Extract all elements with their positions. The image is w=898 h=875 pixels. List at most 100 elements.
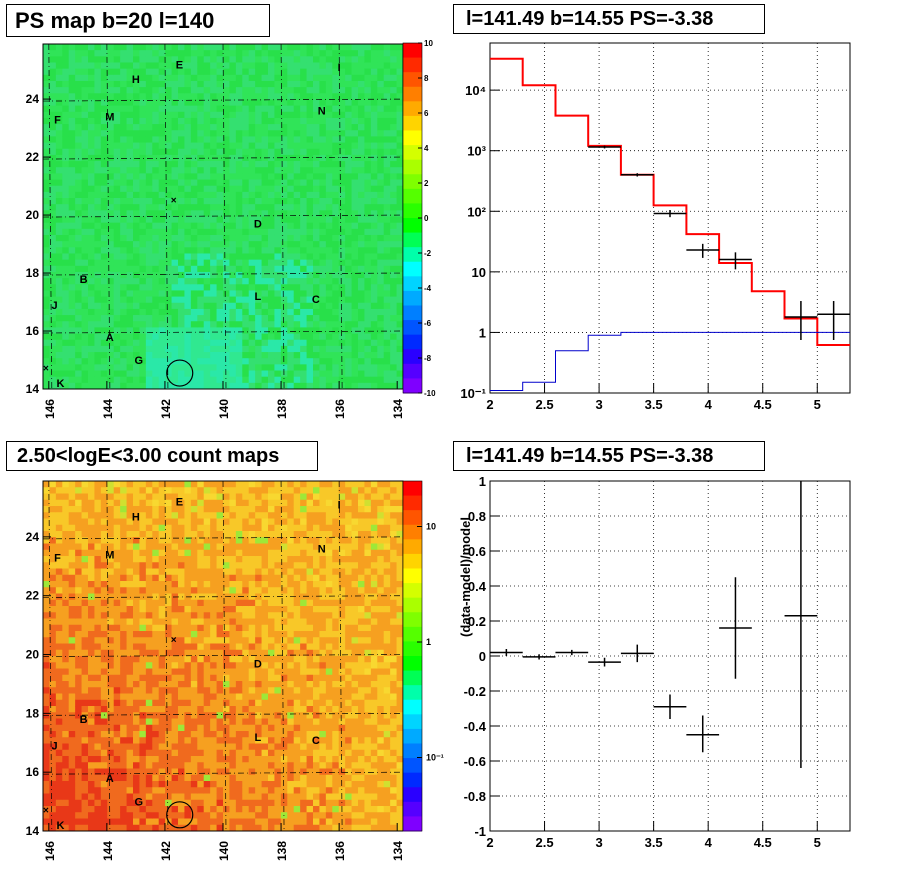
colorbar-segment	[403, 758, 422, 774]
source-label-D: D	[254, 219, 262, 231]
colorbar-segment	[403, 612, 422, 628]
count-map-ytick-label: 24	[26, 530, 40, 544]
count-map-grid-l	[48, 480, 53, 832]
source-label-L: L	[254, 732, 261, 744]
source-label-E: E	[176, 497, 183, 509]
colorbar-segment	[403, 772, 422, 788]
source-label-N: N	[318, 544, 326, 556]
source-label-N: N	[318, 106, 326, 118]
spectrum-xtick-label: 4	[705, 397, 713, 412]
count-map-xtick-label: 134	[391, 841, 405, 861]
spectrum-ytick-label: 10³	[467, 144, 486, 159]
colorbar-segment	[403, 626, 422, 642]
colorbar-segment	[403, 553, 422, 569]
center-cross-marker: ×	[171, 635, 177, 646]
ps-map-title: PS map b=20 l=140	[6, 4, 270, 37]
ps-map-grid-l	[48, 43, 53, 390]
colorbar-tick-label: 0	[424, 214, 429, 223]
colorbar-segment	[403, 583, 422, 599]
ps-map-ytick-label: 22	[26, 150, 40, 164]
residual-xtick-label: 4	[705, 835, 713, 850]
residual-ytick-label: 0	[479, 649, 486, 664]
colorbar-segment	[403, 86, 422, 102]
colorbar-tick-label: -8	[424, 354, 432, 363]
colorbar-segment	[403, 174, 422, 190]
residual-panel: 2 2.5 3 3.5 4 4.5 5 -1 -0.8 -0.6 -0.4 -0.2 0 0.2 0.4 0.…	[458, 474, 851, 850]
colorbar-segment	[403, 597, 422, 613]
residual-xtick-label: 3.5	[645, 835, 663, 850]
spectrum-ytick-label: 10²	[467, 204, 486, 219]
colorbar-tick-label: 2	[424, 179, 429, 188]
ps-map-xtick-label: 146	[43, 399, 57, 419]
source-label-I: I	[338, 500, 341, 512]
colorbar-tick-label: -4	[424, 284, 432, 293]
residual-xtick-label: 2.5	[536, 835, 554, 850]
ps-map-xtick-label: 138	[275, 399, 289, 419]
colorbar-segment	[403, 568, 422, 584]
source-label-E: E	[176, 59, 183, 71]
colorbar-segment	[403, 290, 422, 306]
residual-xtick-label: 3	[595, 835, 602, 850]
residual-ytick-label: -0.4	[464, 719, 487, 734]
background-histogram	[490, 331, 850, 391]
count-map-xtick-label: 146	[43, 841, 57, 861]
source-label-K: K	[56, 820, 64, 832]
residual-ytick-label: 0.2	[468, 614, 486, 629]
count-map-ytick-label: 18	[26, 706, 40, 720]
spectrum-xtick-label: 2.5	[536, 397, 554, 412]
colorbar-tick-label: 10	[426, 522, 436, 532]
edge-cross-marker: ×	[43, 364, 49, 375]
count-map-xtick-label: 140	[217, 841, 231, 861]
source-label-K: K	[56, 378, 64, 390]
ps-map-grid-b	[42, 272, 404, 276]
source-label-A: A	[106, 332, 114, 344]
count-map-grid-b	[42, 595, 404, 599]
ps-map-xtick-label: 144	[101, 399, 115, 419]
spectrum-xtick-label: 2	[486, 397, 493, 412]
spectrum-ytick-label: 1	[479, 325, 486, 340]
spectrum-title: l=141.49 b=14.55 PS=-3.38	[453, 4, 765, 34]
source-label-C: C	[312, 294, 320, 306]
colorbar-tick-label: -2	[424, 249, 432, 258]
colorbar-tick-label: -6	[424, 319, 432, 328]
colorbar-segment	[403, 115, 422, 131]
source-label-I: I	[338, 62, 341, 74]
model-histogram	[490, 57, 850, 346]
count-map-colorbar-frame	[402, 480, 423, 832]
residual-ytick-label: -0.6	[464, 754, 486, 769]
colorbar-segment	[403, 641, 422, 657]
source-label-J: J	[52, 300, 58, 312]
spectrum-ytick-label: 10	[472, 265, 486, 280]
residual-xtick-label: 2	[486, 835, 493, 850]
ps-map-xtick-label: 142	[159, 399, 173, 419]
colorbar-segment	[403, 714, 422, 730]
residual-title: l=141.49 b=14.55 PS=-3.38	[453, 441, 765, 471]
residual-ytick-label: 0.6	[468, 544, 486, 559]
colorbar-segment	[403, 539, 422, 555]
colorbar-segment	[403, 495, 422, 511]
colorbar-segment	[403, 276, 422, 292]
center-cross-marker: ×	[171, 196, 177, 207]
ps-map-ytick-label: 18	[26, 266, 40, 280]
count-map-ytick-label: 16	[26, 765, 40, 779]
residual-xtick-label: 4.5	[754, 835, 772, 850]
colorbar-segment	[403, 699, 422, 715]
ps-map-grid-l	[280, 43, 285, 390]
colorbar-segment	[403, 787, 422, 803]
colorbar-segment	[403, 188, 422, 204]
colorbar-segment	[403, 685, 422, 701]
residual-ytick-label: 1	[479, 474, 486, 489]
residual-ytick-label: 0.4	[468, 579, 487, 594]
count-map-grid-b	[42, 713, 404, 716]
spectrum-xtick-label: 4.5	[754, 397, 772, 412]
ps-map-grid-b	[42, 156, 404, 160]
source-label-F: F	[54, 552, 61, 564]
colorbar-tick-label: 10⁻¹	[426, 753, 444, 763]
colorbar-tick-label: -10	[424, 389, 436, 398]
source-label-H: H	[132, 74, 140, 86]
count-map-title: 2.50<logE<3.00 count maps	[6, 441, 318, 471]
count-map-ytick-label: 14	[26, 824, 40, 838]
ps-map-ytick-label: 14	[26, 382, 40, 396]
